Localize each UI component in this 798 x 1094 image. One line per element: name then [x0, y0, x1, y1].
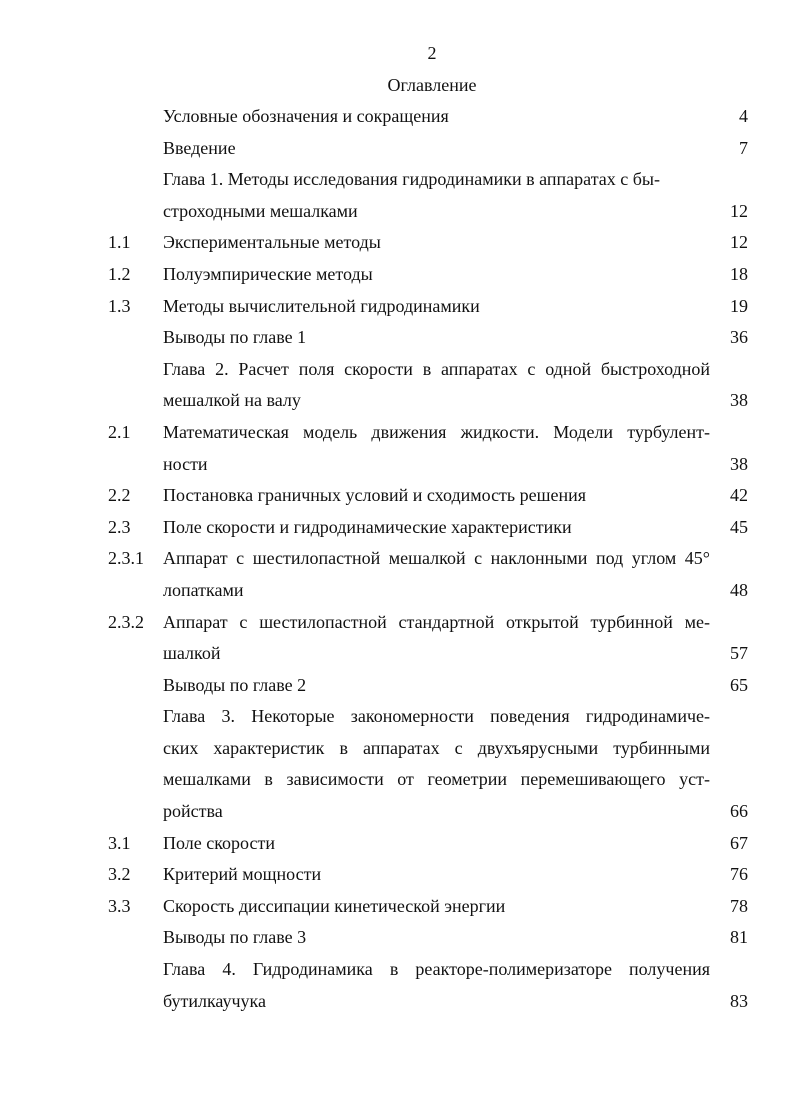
section-title: Скорость диссипации кинетической энергии: [163, 895, 506, 916]
section-title: бутилкаучука: [163, 990, 267, 1011]
section-number: 2.3.2: [108, 611, 144, 632]
toc-entry-line: 3.3 Скорость диссипации кинетической энер…: [0, 894, 798, 926]
toc-entry-line: Выводы по главе 1 36: [0, 325, 798, 357]
toc-entry-line: Условные обозначения и сокращения 4: [0, 104, 798, 136]
section-page-number: 7: [739, 137, 748, 158]
section-title: Критерий мощности: [163, 864, 322, 885]
section-page-number: 45: [730, 516, 748, 537]
section-title: Поле скорости: [163, 832, 275, 853]
section-page-number: 12: [730, 232, 748, 253]
section-page-number: 76: [730, 864, 748, 885]
section-title: шалкой: [163, 643, 221, 664]
section-page-number: 48: [730, 579, 748, 600]
section-page-number: 19: [730, 295, 748, 316]
toc-entry-line: ских характеристик в аппаратах с двухъяр…: [0, 736, 798, 768]
section-title: Выводы по главе 1: [163, 327, 307, 348]
section-title: лопатками: [163, 579, 244, 600]
section-page-number: 38: [730, 390, 748, 411]
section-page-number: 81: [730, 927, 748, 948]
toc-entry-line: Глава 4. Гидродинамика в реакторе-полиме…: [0, 957, 798, 989]
toc-entry-line: 2.2 Постановка граничных условий и сходим…: [0, 483, 798, 515]
toc-entry-line: мешалкой на валу 38: [0, 388, 798, 420]
toc-entry-line: Выводы по главе 2 65: [0, 673, 798, 705]
section-title: Методы вычислительной гидродинамики: [163, 295, 480, 316]
section-title: Глава 4. Гидродинамика в реакторе-полиме…: [163, 959, 710, 980]
section-page-number: 12: [730, 200, 748, 221]
section-title: Постановка граничных условий и сходимост…: [163, 485, 587, 506]
section-title: ности: [163, 453, 208, 474]
toc-entry-line: ройства 66: [0, 799, 798, 831]
toc-entry-line: Выводы по главе 3 81: [0, 925, 798, 957]
section-number: 3.2: [108, 864, 131, 885]
section-number: 2.3: [108, 516, 131, 537]
section-title: мешалками в зависимости от геометрии пер…: [163, 769, 710, 790]
section-title: Введение: [163, 137, 236, 158]
section-title: ройства: [163, 801, 223, 822]
section-number: 3.3: [108, 895, 131, 916]
section-title: Экспериментальные методы: [163, 232, 381, 253]
section-page-number: 36: [730, 327, 748, 348]
section-title: Математическая модель движения жидкости.…: [163, 421, 710, 442]
toc-entry-line: 1.1 Экспериментальные методы 12: [0, 230, 798, 262]
section-title: мешалкой на валу: [163, 390, 301, 411]
toc-entry-line: 2.3.1 Аппарат с шестилопастной мешалкой с…: [0, 546, 798, 578]
section-title: Выводы по главе 2: [163, 674, 307, 695]
section-number: 2.3.1: [108, 548, 144, 569]
section-page-number: 67: [730, 832, 748, 853]
toc-entry-line: 3.1 Поле скорости 67: [0, 831, 798, 863]
toc-entry-line: 3.2 Критерий мощности 76: [0, 862, 798, 894]
section-title: Аппарат с шестилопастной мешалкой с накл…: [163, 548, 710, 569]
section-title: Полуэмпирические методы: [163, 263, 373, 284]
section-page-number: 65: [730, 674, 748, 695]
section-page-number: 83: [730, 990, 748, 1011]
section-title: Поле скорости и гидродинамические характ…: [163, 516, 572, 537]
toc-entry-line: 1.2 Полуэмпирические методы 18: [0, 262, 798, 294]
section-title: строходными мешалками: [163, 200, 358, 221]
section-title: ских характеристик в аппаратах с двухъяр…: [163, 737, 710, 758]
section-page-number: 38: [730, 453, 748, 474]
section-title: Условные обозначения и сокращения: [163, 106, 449, 126]
toc-entry-line: лопатками 48: [0, 578, 798, 610]
section-title: Глава 3. Некоторые закономерности поведе…: [163, 706, 710, 727]
toc-entry-line: бутилкаучука 83: [0, 989, 798, 1021]
section-title: Глава 2. Расчет поля скорости в аппарата…: [163, 358, 710, 379]
section-number: 1.2: [108, 263, 131, 284]
section-title: Глава 1. Методы исследования гидродинами…: [163, 169, 661, 190]
section-number: 1.1: [108, 232, 131, 253]
section-number: 1.3: [108, 295, 131, 316]
toc-entry-line: 2.3.2 Аппарат с шестилопастной стандартно…: [0, 610, 798, 642]
section-page-number: 57: [730, 643, 748, 664]
toc-entry-line: 2.1 Математическая модель движения жидкос…: [0, 420, 798, 452]
toc-entry-line: 2.3 Поле скорости и гидродинамические хар…: [0, 515, 798, 547]
section-page-number: 66: [730, 801, 748, 822]
section-page-number: 78: [730, 895, 748, 916]
toc-entry-line: строходными мешалками 12: [0, 199, 798, 231]
section-number: 3.1: [108, 832, 131, 853]
toc-entry-line: Глава 2. Расчет поля скорости в аппарата…: [0, 357, 798, 389]
table-of-contents: Условные обозначения и сокращения 4 Введен…: [0, 104, 798, 1020]
toc-entry-line: 1.3 Методы вычислительной гидродинамики 19: [0, 294, 798, 326]
toc-entry-line: Глава 1. Методы исследования гидродинами…: [0, 167, 798, 199]
section-page-number: 18: [730, 263, 748, 284]
section-page-number: 4: [739, 106, 748, 126]
toc-entry-line: мешалками в зависимости от геометрии пер…: [0, 767, 798, 799]
page-title: Оглавление: [387, 75, 477, 95]
page-number: 2: [427, 43, 437, 63]
toc-entry-line: Введение 7: [0, 136, 798, 168]
toc-entry-line: Глава 3. Некоторые закономерности поведе…: [0, 704, 798, 736]
section-number: 2.1: [108, 421, 131, 442]
section-title: Аппарат с шестилопастной стандартной отк…: [163, 611, 710, 632]
section-number: 2.2: [108, 485, 131, 506]
toc-entry-line: шалкой 57: [0, 641, 798, 673]
section-title: Выводы по главе 3: [163, 927, 307, 948]
toc-entry-line: ности 38: [0, 452, 798, 484]
section-page-number: 42: [730, 485, 748, 506]
